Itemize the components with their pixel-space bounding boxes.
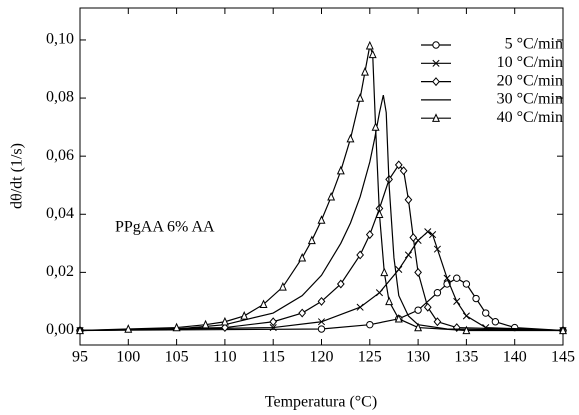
marker	[298, 252, 307, 262]
legend-marker	[432, 113, 440, 122]
marker	[365, 230, 374, 240]
marker	[482, 309, 490, 317]
marker	[269, 317, 278, 327]
x-tick-label: 135	[454, 349, 478, 366]
marker	[356, 250, 365, 260]
marker	[423, 302, 432, 312]
marker	[399, 166, 408, 176]
marker	[259, 299, 268, 309]
x-tick-label: 100	[116, 349, 140, 366]
marker	[360, 67, 369, 76]
marker	[317, 325, 326, 333]
marker	[462, 325, 471, 335]
marker	[453, 274, 461, 282]
legend-label: 20 °C/min	[497, 72, 563, 89]
marker	[414, 267, 422, 277]
annotation: PPgAA 6% AA	[115, 219, 215, 236]
legend-label: 40 °C/min	[497, 109, 563, 126]
marker	[375, 289, 384, 297]
series-line	[79, 230, 564, 332]
marker	[385, 296, 394, 306]
marker	[429, 231, 437, 239]
marker	[433, 317, 442, 327]
marker	[433, 245, 441, 253]
marker	[452, 323, 461, 333]
x-tick-label: 110	[213, 349, 236, 366]
marker	[368, 49, 377, 59]
series-line	[79, 95, 564, 332]
marker	[221, 323, 229, 333]
marker	[307, 235, 316, 245]
marker	[76, 325, 84, 335]
marker	[414, 322, 423, 332]
marker	[433, 289, 442, 297]
legend-label: 30 °C/min	[497, 91, 563, 108]
y-tick-label: 0,10	[46, 31, 74, 48]
marker	[317, 318, 326, 326]
marker	[220, 316, 229, 326]
marker	[559, 325, 567, 335]
marker	[356, 303, 364, 311]
marker	[404, 251, 412, 259]
legend-marker	[432, 59, 440, 67]
marker	[462, 280, 471, 288]
marker	[472, 294, 480, 303]
legend-marker	[432, 41, 440, 49]
x-tick-label: 125	[358, 349, 382, 366]
marker	[443, 274, 451, 282]
y-tick-label: 0,08	[46, 89, 74, 106]
marker	[336, 165, 345, 175]
y-tick-label: 0,02	[46, 263, 74, 280]
marker	[356, 93, 365, 102]
marker	[327, 191, 336, 201]
x-tick-label: 120	[310, 349, 334, 366]
y-tick-label: 0,06	[46, 147, 74, 164]
marker	[346, 133, 355, 143]
x-axis-title: Temperatura (°C)	[265, 394, 377, 411]
marker	[278, 282, 287, 291]
marker	[404, 195, 413, 205]
x-tick-label: 130	[406, 349, 430, 366]
marker	[365, 40, 374, 50]
x-tick-label: 95	[72, 349, 88, 366]
marker	[371, 122, 380, 131]
legend-label: 5 °C/min	[505, 36, 563, 53]
marker	[409, 233, 418, 242]
x-tick-label: 145	[551, 349, 575, 366]
marker	[375, 209, 384, 218]
marker	[124, 324, 133, 333]
marker	[298, 308, 307, 318]
x-tick-label: 105	[165, 349, 189, 366]
legend-marker	[432, 77, 440, 87]
marker	[172, 322, 181, 332]
marker	[366, 320, 374, 329]
marker	[240, 311, 249, 320]
marker	[317, 215, 326, 224]
marker	[424, 228, 432, 236]
marker	[414, 306, 422, 314]
y-tick-label: 0,04	[46, 205, 74, 222]
series-line	[79, 45, 563, 332]
marker	[491, 318, 500, 326]
plot-frame	[79, 7, 564, 346]
marker	[269, 324, 277, 332]
y-tick-label: 0,00	[46, 321, 74, 338]
x-tick-label: 140	[503, 349, 527, 366]
legend-label: 10 °C/min	[497, 54, 563, 71]
marker	[462, 312, 470, 320]
marker	[380, 267, 389, 277]
y-axis-title: dθ/dt (1/s)	[9, 143, 26, 209]
marker	[394, 160, 403, 170]
marker	[395, 265, 403, 274]
marker	[317, 296, 326, 306]
x-tick-label: 115	[261, 349, 284, 366]
marker	[453, 297, 461, 305]
marker	[336, 279, 345, 289]
marker	[394, 313, 403, 323]
marker	[201, 319, 210, 329]
